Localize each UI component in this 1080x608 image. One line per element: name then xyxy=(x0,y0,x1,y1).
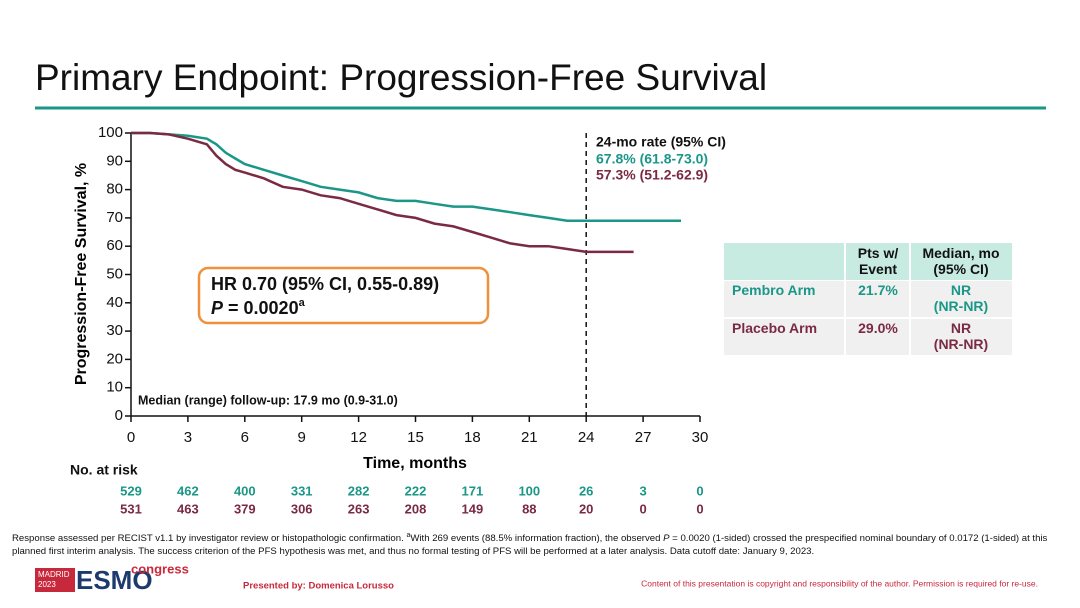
hr-box xyxy=(197,266,490,325)
logo-name: ESMO xyxy=(76,565,153,595)
at-risk-count: 26 xyxy=(579,483,593,498)
at-risk-count: 463 xyxy=(177,501,199,516)
footnote-p: P xyxy=(663,533,670,545)
x-tick-label: 12 xyxy=(350,429,367,446)
survival-curve xyxy=(131,131,681,222)
x-tick-label: 6 xyxy=(241,429,249,446)
at-risk-count: 0 xyxy=(639,501,646,516)
x-axis-label: Time, months xyxy=(363,455,467,472)
x-tick-label: 18 xyxy=(464,429,481,446)
y-tick-label: 100 xyxy=(98,124,123,141)
x-tick-label: 3 xyxy=(184,429,192,446)
at-risk-count: 462 xyxy=(177,483,199,498)
cell-line: NR xyxy=(951,320,971,336)
at-risk-count: 88 xyxy=(522,501,536,516)
y-tick-label: 0 xyxy=(115,407,123,424)
at-risk-count: 3 xyxy=(639,483,646,498)
cell-line: 29.0% xyxy=(858,320,898,336)
at-risk-count: 400 xyxy=(234,483,256,498)
table-row-bg xyxy=(724,281,1012,317)
at-risk-count: 171 xyxy=(462,483,484,498)
p-text: P = 0.0020a xyxy=(211,297,306,318)
at-risk-count: 20 xyxy=(579,501,593,516)
cell-line: Placebo Arm xyxy=(732,320,817,336)
at-risk-count: 282 xyxy=(348,483,370,498)
followup: Median (range) follow-up: 17.9 mo (0.9-3… xyxy=(138,393,398,407)
rate-header: 24-mo rate (95% CI) xyxy=(596,134,726,150)
at-risk-count: 149 xyxy=(462,501,484,516)
slide-title: Primary Endpoint: Progression-Free Survi… xyxy=(35,57,767,98)
y-tick-label: 70 xyxy=(106,209,123,226)
survival-curve xyxy=(131,131,634,254)
x-tick-label: 0 xyxy=(127,429,135,446)
y-axis-label: Progression-Free Survival, % xyxy=(73,163,90,385)
at-risk-count: 531 xyxy=(120,501,142,516)
at-risk-label: No. at risk xyxy=(70,462,138,478)
table-row-bg xyxy=(724,319,1012,355)
table: Pts w/Event Median, mo (95% CI) Pembro Arm 2… xyxy=(724,243,1012,355)
at-risk-count: 263 xyxy=(348,501,370,516)
x-tick-label: 30 xyxy=(692,429,709,446)
x-tick-label: 9 xyxy=(298,429,306,446)
table-cell: 21.7% xyxy=(858,282,898,298)
hr-text: HR 0.70 (95% CI, 0.55-0.89) xyxy=(211,274,439,294)
footnote-text: = 0.0020 (1-sided) crossed the prespecif… xyxy=(12,533,1048,558)
table-header-bg xyxy=(724,243,1012,280)
table-cell: NR (NR-NR) xyxy=(934,320,988,352)
at-risk-count: 379 xyxy=(234,501,256,516)
at-risk-count: 529 xyxy=(120,483,142,498)
cell-line: Pembro Arm xyxy=(732,282,816,298)
y-tick-label: 60 xyxy=(106,237,123,254)
at-risk-count: 208 xyxy=(405,501,427,516)
cell-line: Median, mo xyxy=(922,245,999,261)
cell-line: (NR-NR) xyxy=(934,336,988,352)
x-tick-label: 15 xyxy=(407,429,424,446)
footnote: Response assessed per RECIST v1.1 by inv… xyxy=(12,529,1062,558)
p-value: = 0.0020 xyxy=(228,298,299,318)
copyright: Content of this presentation is copyrigh… xyxy=(641,578,1038,588)
footnote-mark: a xyxy=(406,532,411,539)
y-tick-label: 90 xyxy=(106,152,123,169)
at-risk-count: 306 xyxy=(291,501,313,516)
y-tick-label: 80 xyxy=(106,181,123,198)
table-cell: 29.0% xyxy=(858,320,898,336)
y-tick-label: 50 xyxy=(106,265,123,282)
x-tick-label: 24 xyxy=(578,429,595,446)
rate-label: 67.8% (61.8-73.0) xyxy=(596,151,708,167)
table-cell: NR (NR-NR) xyxy=(934,282,988,314)
footnote-text: Response assessed per RECIST v1.1 by inv… xyxy=(12,533,407,545)
footnote-text: With 269 events (88.5% information fract… xyxy=(410,533,664,545)
cell-line: (95% CI) xyxy=(933,261,988,277)
at-risk-count: 331 xyxy=(291,483,313,498)
at-risk-count: 100 xyxy=(518,483,540,498)
table-cell: Placebo Arm xyxy=(732,320,817,336)
y-tick-label: 40 xyxy=(106,294,123,311)
y-tick-label: 10 xyxy=(106,379,123,396)
cell-line: NR xyxy=(951,282,971,298)
y-tick-label: 20 xyxy=(106,350,123,367)
table-cell: Pts w/Event xyxy=(858,245,899,277)
logo-city: MADRID xyxy=(38,570,70,579)
logo-year: 2023 xyxy=(38,580,56,589)
at-risk-count: 0 xyxy=(696,501,703,516)
cell-line: 21.7% xyxy=(858,282,898,298)
at-risk-count: 222 xyxy=(405,483,427,498)
cell-line: (NR-NR) xyxy=(934,298,988,314)
table-cell: Median, mo (95% CI) xyxy=(922,245,999,277)
presenter: Presented by: Domenica Lorusso xyxy=(243,581,394,592)
x-tick-label: 21 xyxy=(521,429,538,446)
logo-suffix: congress xyxy=(131,561,189,576)
cell-line: Pts w/ xyxy=(858,245,899,261)
at-risk-count: 0 xyxy=(696,483,703,498)
table-cell: Pembro Arm xyxy=(732,282,816,298)
p-label: P xyxy=(211,298,224,318)
cell-line: Event xyxy=(859,261,897,277)
y-tick-label: 30 xyxy=(106,322,123,339)
x-tick-label: 27 xyxy=(635,429,652,446)
p-note: a xyxy=(299,297,306,309)
rate-label: 57.3% (51.2-62.9) xyxy=(596,167,708,183)
logo-badge xyxy=(35,568,75,592)
